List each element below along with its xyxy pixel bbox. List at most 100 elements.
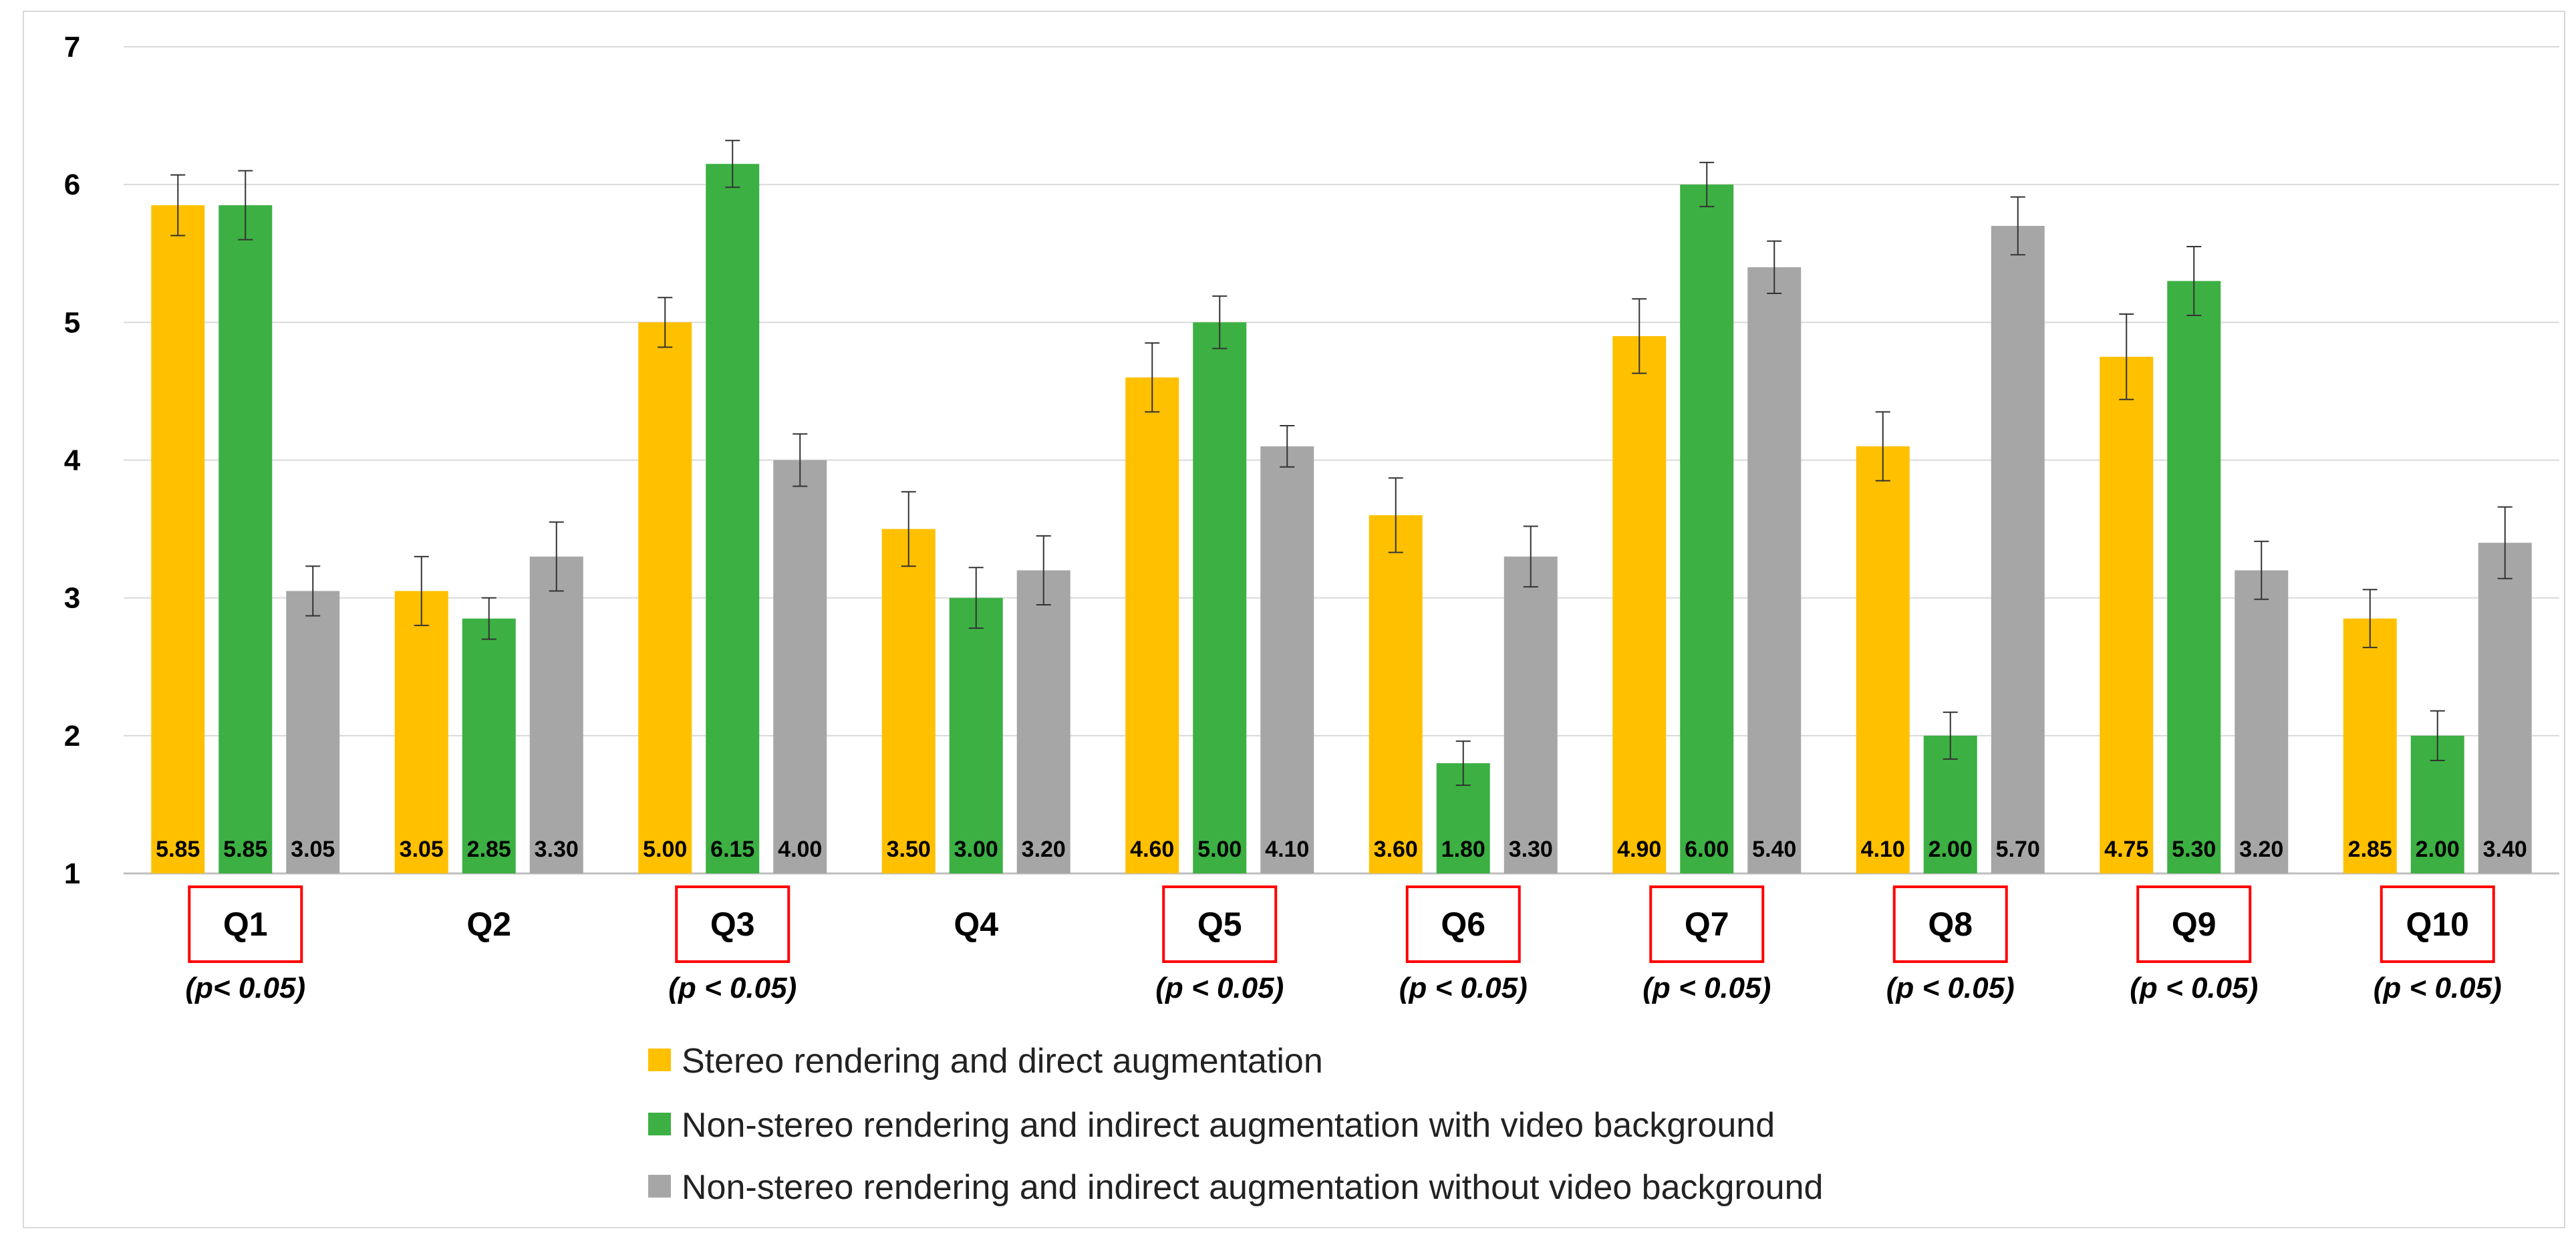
data-label-q3-series-1: 5.00	[643, 837, 687, 862]
legend-swatch-series-2	[648, 1113, 671, 1135]
highlight-box-q8	[1892, 885, 2008, 963]
y-axis: 1 2 3 4 5 6 7	[64, 31, 81, 890]
data-label-q9-series-1: 4.75	[2104, 837, 2148, 862]
category-label-q5: Q5	[1197, 906, 1242, 943]
data-label-q10-series-3: 3.40	[2483, 837, 2527, 862]
category-label-q4: Q4	[954, 906, 998, 943]
legend-swatch-series-1	[648, 1049, 671, 1071]
y-tick-label-3: 3	[64, 582, 80, 615]
bar-q10-series-1	[2343, 618, 2397, 873]
data-label-q10-series-2: 2.00	[2416, 837, 2460, 862]
bar-q5-series-1	[1125, 377, 1179, 873]
p-value-note-q1: (p< 0.05)	[185, 972, 305, 1004]
bar-q9-series-3	[2235, 570, 2289, 873]
bar-q4-series-2	[949, 597, 1003, 873]
p-value-note-q3: (p < 0.05)	[668, 972, 797, 1004]
p-value-note-q7: (p < 0.05)	[1642, 972, 1771, 1004]
x-axis: Q1 (p< 0.05) Q2 Q3 (p < 0.05) Q4 Q5 (p < 0.05) Q…	[185, 885, 2502, 1004]
bar-q2-series-3	[529, 556, 583, 873]
data-label-q8-series-1: 4.10	[1861, 837, 1905, 862]
legend: Stereo rendering and direct augmentation…	[648, 1042, 1823, 1207]
highlight-box-q9	[2136, 885, 2252, 963]
y-tick-label-1: 1	[64, 857, 80, 890]
p-value-note-q9: (p < 0.05)	[2130, 972, 2258, 1004]
p-value-note-q10: (p < 0.05)	[2374, 972, 2502, 1004]
bars-group	[151, 164, 2532, 874]
legend-label-series-2: Non-stereo rendering and indirect augmen…	[682, 1106, 1775, 1145]
bar-value-labels: 5.85 5.85 3.05 3.05 2.85 3.30 5.00 6.15 4.00 3.50…	[156, 837, 2527, 862]
bar-q3-series-2	[706, 164, 760, 873]
bar-q7-series-3	[1747, 267, 1802, 873]
bar-q7-series-1	[1612, 335, 1667, 873]
category-label-q8: Q8	[1928, 906, 1973, 943]
bar-q1-series-3	[286, 591, 340, 873]
bar-q7-series-2	[1680, 184, 1734, 874]
bar-q2-series-1	[394, 591, 448, 873]
data-label-q2-series-3: 3.30	[535, 837, 579, 862]
data-label-q1-series-2: 5.85	[223, 837, 267, 862]
category-label-q6: Q6	[1441, 906, 1485, 943]
data-label-q7-series-3: 5.40	[1752, 837, 1796, 862]
bar-q3-series-3	[773, 460, 827, 873]
data-label-q3-series-2: 6.15	[710, 837, 754, 862]
category-label-q3: Q3	[710, 906, 755, 943]
legend-label-series-1: Stereo rendering and direct augmentation	[682, 1042, 1323, 1081]
data-label-q6-series-2: 1.80	[1441, 837, 1485, 862]
data-label-q4-series-1: 3.50	[887, 837, 931, 862]
category-label-q10: Q10	[2406, 906, 2469, 943]
p-value-note-q5: (p < 0.05)	[1155, 972, 1284, 1004]
data-label-q6-series-1: 3.60	[1374, 837, 1418, 862]
highlight-box-q1	[188, 885, 303, 963]
bar-q4-series-1	[881, 529, 936, 873]
bar-q8-series-1	[1856, 446, 1910, 873]
category-label-q1: Q1	[223, 906, 268, 943]
bar-q9-series-1	[2100, 356, 2154, 873]
data-label-q10-series-1: 2.85	[2348, 837, 2392, 862]
bar-q9-series-2	[2167, 281, 2221, 873]
data-label-q9-series-3: 3.20	[2239, 837, 2283, 862]
data-label-q3-series-3: 4.00	[778, 837, 822, 862]
data-label-q7-series-2: 6.00	[1685, 837, 1729, 862]
y-tick-label-5: 5	[64, 306, 80, 339]
highlight-box-q10	[2380, 885, 2495, 963]
category-label-q2: Q2	[466, 906, 511, 943]
bar-q2-series-2	[462, 618, 516, 873]
data-label-q8-series-3: 5.70	[1996, 837, 2040, 862]
data-label-q4-series-2: 3.00	[954, 837, 998, 862]
p-value-note-q6: (p < 0.05)	[1399, 972, 1528, 1004]
bar-q5-series-2	[1193, 322, 1247, 873]
bar-q5-series-3	[1260, 446, 1314, 873]
data-label-q5-series-3: 4.10	[1265, 837, 1309, 862]
legend-swatch-series-3	[648, 1175, 671, 1198]
data-label-q1-series-3: 3.05	[291, 837, 335, 862]
p-value-note-q8: (p < 0.05)	[1886, 972, 2015, 1004]
category-label-q9: Q9	[2172, 906, 2216, 943]
bar-q3-series-1	[638, 322, 692, 873]
data-label-q4-series-3: 3.20	[1022, 837, 1066, 862]
bar-q6-series-1	[1369, 515, 1423, 873]
bar-q10-series-3	[2478, 543, 2532, 873]
bar-q1-series-1	[151, 205, 205, 873]
data-label-q5-series-2: 5.00	[1197, 837, 1242, 862]
data-label-q2-series-2: 2.85	[467, 837, 511, 862]
data-label-q7-series-1: 4.90	[1617, 837, 1661, 862]
y-tick-label-2: 2	[64, 720, 80, 752]
data-label-q5-series-1: 4.60	[1130, 837, 1174, 862]
bar-q1-series-2	[219, 205, 273, 873]
bar-q4-series-3	[1016, 570, 1070, 873]
y-tick-label-4: 4	[64, 444, 81, 477]
y-tick-label-6: 6	[64, 168, 80, 201]
highlight-box-q5	[1162, 885, 1278, 963]
legend-label-series-3: Non-stereo rendering and indirect augmen…	[682, 1168, 1823, 1207]
highlight-box-q7	[1649, 885, 1765, 963]
highlight-box-q6	[1405, 885, 1521, 963]
error-bars-group	[170, 140, 2513, 787]
data-label-q2-series-1: 3.05	[400, 837, 444, 862]
y-tick-label-7: 7	[64, 31, 80, 63]
data-label-q9-series-2: 5.30	[2172, 837, 2216, 862]
data-label-q8-series-2: 2.00	[1928, 837, 1973, 862]
highlight-box-q3	[675, 885, 791, 963]
bar-q8-series-3	[1991, 226, 2045, 873]
gridlines	[124, 46, 2559, 875]
